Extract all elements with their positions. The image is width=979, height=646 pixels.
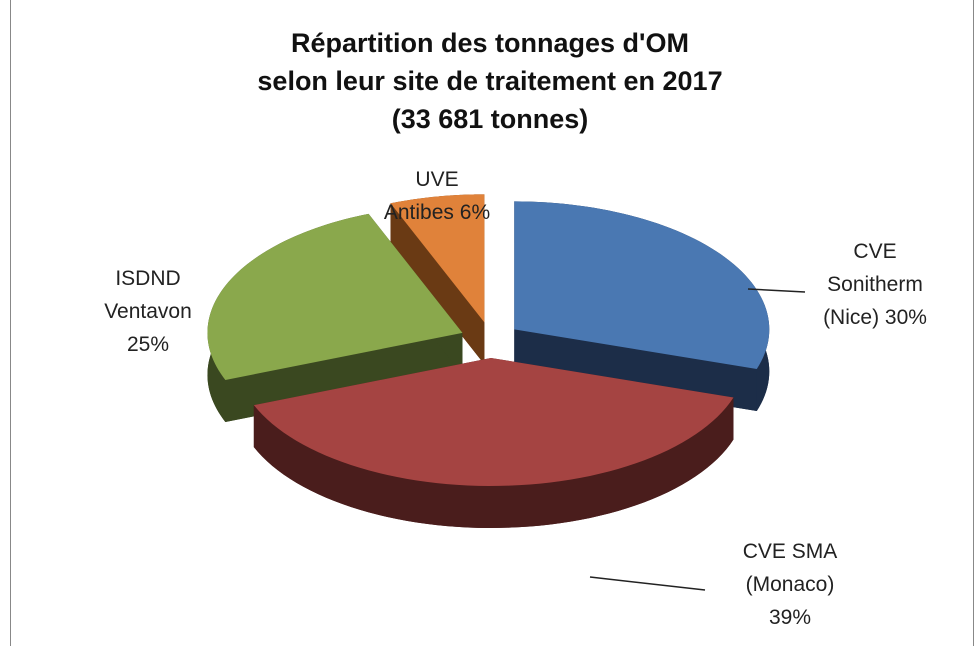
chart-frame	[10, 0, 974, 646]
chart-title: selon leur site de traitement en 2017	[257, 66, 722, 96]
category-label: CVE Sonitherm (Nice)	[823, 240, 923, 329]
slice-label: ISDND Ventavon 25%	[98, 262, 198, 361]
value-label: 39%	[768, 606, 812, 629]
slice-label: CVE Sonitherm (Nice) 30%	[813, 235, 938, 334]
slice-side	[514, 329, 757, 411]
slice	[253, 357, 734, 486]
leader-line	[589, 576, 706, 591]
slice	[514, 201, 770, 369]
chart-title: Répartition des tonnages d'OM	[291, 28, 689, 58]
category-label: UVE Antibes	[383, 168, 459, 224]
slice-label: CVE SMA (Monaco) 39%	[740, 535, 840, 634]
slice	[390, 194, 485, 323]
slice	[207, 213, 463, 380]
slice-side	[253, 397, 734, 528]
value-label: 30%	[884, 306, 927, 329]
slice-label: UVE Antibes 6%	[382, 163, 492, 229]
chart-title: (33 681 tonnes)	[392, 104, 589, 134]
leader-line	[747, 288, 806, 293]
value-label: 6%	[459, 201, 491, 224]
slice-side	[390, 203, 485, 365]
category-label: ISDND Ventavon	[104, 267, 192, 323]
category-label: CVE SMA (Monaco)	[742, 540, 838, 596]
value-label: 25%	[126, 333, 170, 356]
